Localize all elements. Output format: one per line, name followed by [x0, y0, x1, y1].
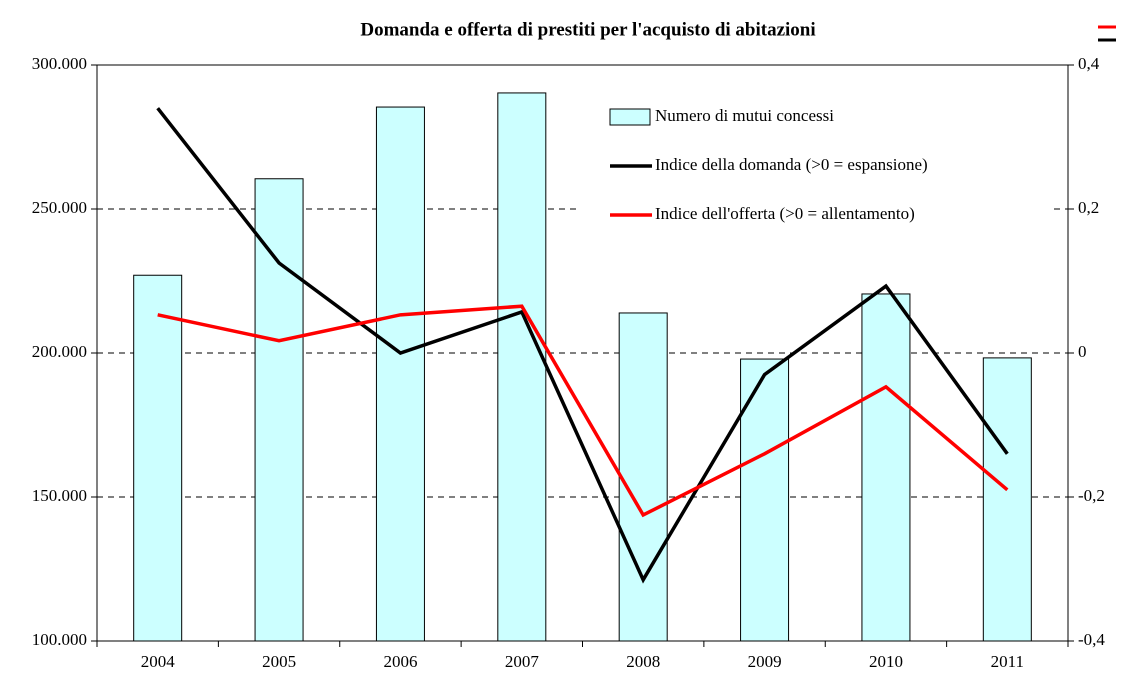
- bar: [497, 92, 547, 642]
- y-tick-label: 150.000: [32, 486, 87, 505]
- x-tick-label: 2006: [383, 652, 417, 671]
- y-tick-label: 100.000: [32, 630, 87, 649]
- y2-tick-label: 0,4: [1078, 54, 1100, 73]
- y2-tick-label: -0,4: [1078, 630, 1105, 649]
- bar: [375, 106, 425, 642]
- chart-title: Domanda e offerta di prestiti per l'acqu…: [360, 19, 815, 40]
- y-tick-label: 300.000: [32, 54, 87, 73]
- line-series: [157, 304, 1009, 518]
- legend-background: [580, 88, 1050, 236]
- bar: [740, 358, 790, 642]
- x-tick-label: 2005: [262, 652, 296, 671]
- x-tick-label: 2004: [141, 652, 176, 671]
- y2-tick-label: 0: [1078, 342, 1087, 361]
- x-tick-label: 2011: [991, 652, 1024, 671]
- y2-tick-label: -0,2: [1078, 486, 1105, 505]
- y-tick-label: 250.000: [32, 198, 87, 217]
- bar: [982, 357, 1032, 642]
- x-tick-label: 2009: [748, 652, 782, 671]
- bar: [254, 178, 304, 642]
- legend-swatch: [609, 108, 651, 126]
- x-tick-label: 2008: [626, 652, 660, 671]
- y-tick-label: 200.000: [32, 342, 87, 361]
- legend-label: Indice della domanda (>0 = espansione): [655, 155, 928, 174]
- bar: [133, 274, 183, 642]
- y2-tick-label: 0,2: [1078, 198, 1099, 217]
- line-series: [156, 107, 1009, 584]
- bar: [861, 293, 911, 642]
- bar: [618, 312, 668, 642]
- x-tick-label: 2010: [869, 652, 903, 671]
- legend-label: Indice dell'offerta (>0 = allentamento): [655, 204, 915, 223]
- legend-label: Numero di mutui concessi: [655, 106, 834, 125]
- x-tick-label: 2007: [505, 652, 540, 671]
